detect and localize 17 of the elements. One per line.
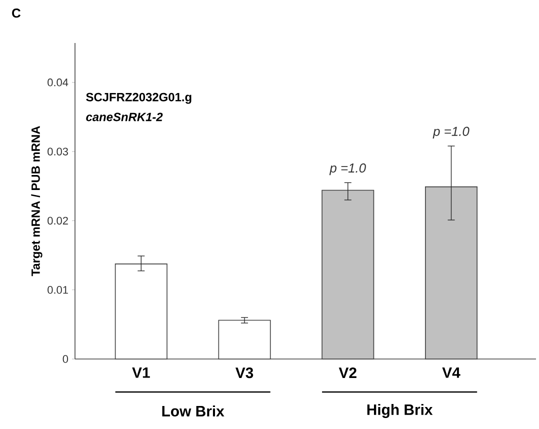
y-tick-label: 0.02 bbox=[48, 216, 68, 225]
chart-title: C bbox=[12, 8, 21, 18]
x-tick-label: V4 bbox=[442, 368, 460, 378]
y-tick-label: 0 bbox=[62, 355, 68, 363]
annotation: p =1.0 bbox=[432, 126, 470, 139]
annotation: caneSnRK1-2 bbox=[86, 112, 163, 122]
x-tick-label: V3 bbox=[235, 368, 254, 378]
annotation: p =1.0 bbox=[329, 163, 366, 176]
y-axis-title: Target mRNA / PUB mRNA bbox=[31, 126, 42, 276]
y-tick-label: 0.01 bbox=[48, 286, 68, 294]
x-tick-label: V2 bbox=[338, 368, 356, 378]
x-tick-label: V1 bbox=[132, 368, 150, 378]
annotation: SCJFRZ2032G01.g bbox=[86, 92, 192, 104]
y-tick-label: 0.03 bbox=[48, 148, 68, 156]
text: High Brix bbox=[367, 404, 433, 418]
text: Low Brix bbox=[162, 406, 224, 416]
y-tick-label: 0.04 bbox=[48, 78, 68, 86]
